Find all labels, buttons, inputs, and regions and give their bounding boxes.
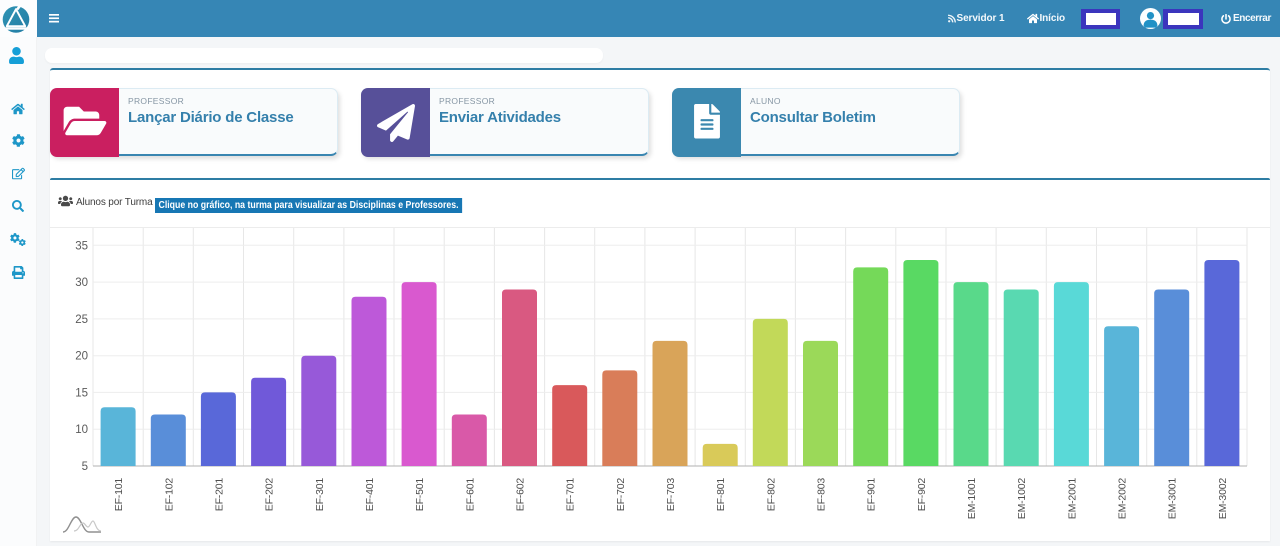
svg-text:25: 25	[75, 314, 88, 326]
svg-text:35: 35	[75, 240, 88, 252]
svg-text:EF-802: EF-802	[765, 478, 777, 512]
svg-text:EF-601: EF-601	[464, 478, 476, 512]
svg-text:EF-602: EF-602	[515, 478, 527, 512]
svg-text:EM-1001: EM-1001	[966, 478, 978, 520]
svg-text:5: 5	[82, 461, 88, 473]
svg-text:EF-201: EF-201	[213, 478, 225, 512]
svg-text:EM-3002: EM-3002	[1217, 478, 1229, 520]
svg-text:EF-202: EF-202	[264, 478, 276, 512]
svg-text:EF-702: EF-702	[615, 478, 627, 512]
svg-text:EF-101: EF-101	[113, 478, 125, 512]
svg-text:EM-3001: EM-3001	[1167, 478, 1179, 520]
svg-text:EF-902: EF-902	[916, 478, 928, 512]
svg-text:30: 30	[75, 277, 88, 289]
svg-text:EM-2002: EM-2002	[1117, 478, 1129, 520]
svg-text:EF-301: EF-301	[314, 478, 326, 512]
svg-text:15: 15	[75, 387, 88, 399]
svg-text:EF-701: EF-701	[565, 478, 577, 512]
svg-text:EF-401: EF-401	[364, 478, 376, 512]
svg-text:EM-1002: EM-1002	[1016, 478, 1028, 520]
svg-text:EM-2001: EM-2001	[1066, 478, 1078, 520]
svg-text:EF-901: EF-901	[866, 478, 878, 512]
svg-text:EF-501: EF-501	[414, 478, 426, 512]
svg-text:EF-803: EF-803	[816, 478, 828, 512]
svg-text:10: 10	[75, 424, 88, 436]
svg-text:EF-102: EF-102	[163, 478, 175, 512]
svg-text:20: 20	[75, 351, 88, 363]
svg-text:EF-801: EF-801	[715, 478, 727, 512]
svg-text:EF-703: EF-703	[665, 478, 677, 512]
